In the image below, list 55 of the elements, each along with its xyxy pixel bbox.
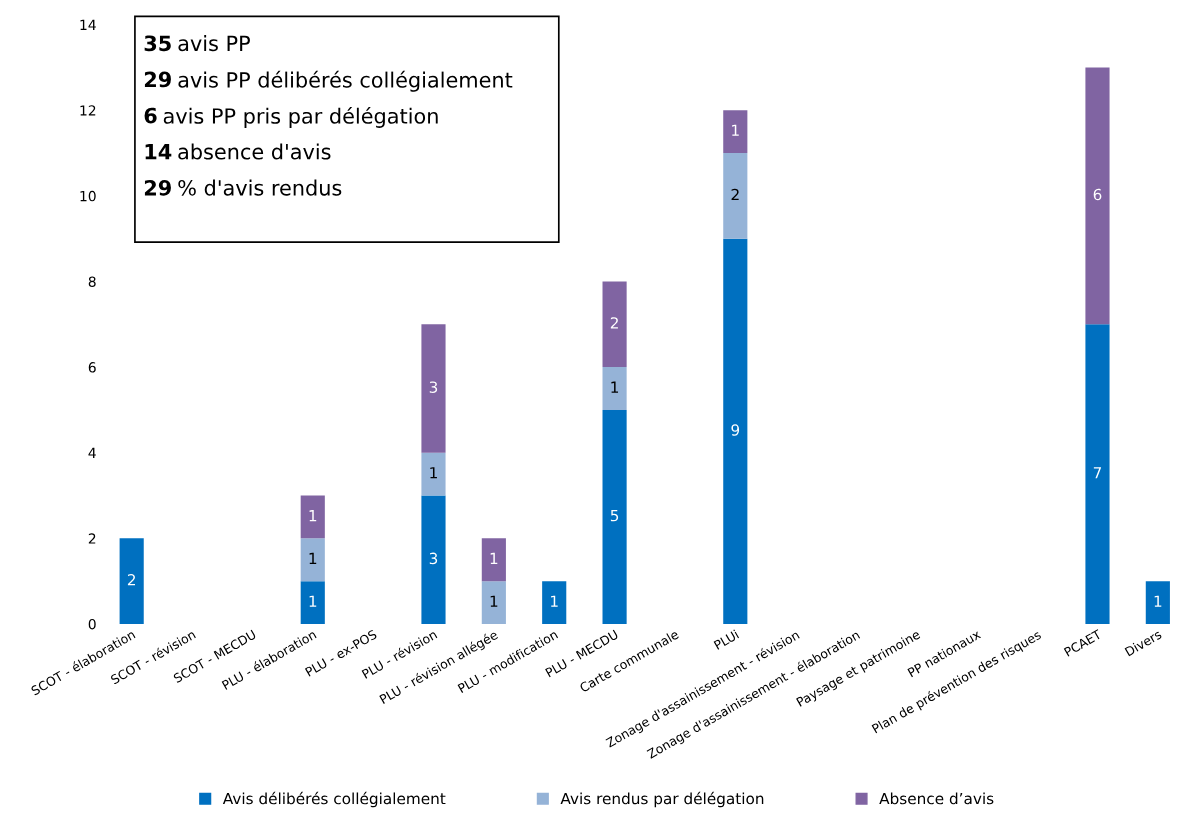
data-label: 3 (429, 381, 438, 393)
y-tick-label: 6 (88, 362, 96, 373)
y-tick-label: 12 (80, 105, 96, 116)
data-label: 1 (611, 381, 619, 393)
data-label: 3 (429, 552, 438, 565)
data-label: 1 (732, 124, 739, 136)
y-tick-label: 8 (88, 276, 96, 287)
bar (481, 581, 506, 624)
bar (602, 409, 627, 624)
bar (300, 581, 325, 624)
legend-label: Avis délibérés collégialement (222, 791, 446, 808)
bar (421, 495, 446, 624)
bar (723, 153, 748, 239)
bar (602, 281, 627, 368)
data-label: 2 (127, 574, 135, 586)
data-label: 1 (551, 595, 558, 607)
legend-label: Absence d’avis (879, 792, 994, 805)
data-label: 1 (309, 595, 317, 607)
y-tick-label: 4 (88, 447, 96, 458)
bar (542, 581, 567, 624)
bar (723, 110, 748, 154)
data-label: 1 (309, 552, 317, 564)
bar (421, 452, 446, 496)
bar (421, 324, 446, 453)
annotation: 29 % d'avis rendus (144, 179, 342, 196)
bar (1085, 324, 1110, 624)
y-tick-label: 10 (80, 190, 96, 202)
bar (1085, 67, 1110, 325)
bar (300, 495, 325, 539)
data-label: 1 (430, 467, 437, 479)
data-label: 7 (1093, 467, 1102, 479)
bar (481, 538, 506, 582)
bar (119, 538, 144, 624)
annotation: 35 avis PP (144, 35, 250, 52)
y-tick-label: 2 (88, 533, 96, 544)
bar (723, 238, 748, 624)
bar (300, 538, 325, 582)
bar (602, 367, 627, 410)
x-tick-label: PLUi (713, 629, 740, 650)
bar (1145, 581, 1170, 624)
data-label: 1 (1154, 595, 1162, 607)
data-label: 5 (610, 510, 619, 522)
data-label: 1 (309, 510, 317, 522)
data-label: 1 (490, 552, 498, 564)
annotation: 14 absence d'avis (145, 143, 331, 160)
legend-label: Avis rendus par délégation (560, 791, 764, 808)
data-label: 9 (731, 424, 740, 436)
y-tick-label: 14 (80, 19, 96, 30)
annotation: 29 avis PP délibérés collégialement (144, 70, 513, 92)
data-label: 2 (731, 188, 739, 201)
data-label: 6 (1093, 188, 1102, 201)
y-tick-label: 0 (88, 618, 96, 630)
annotation: 6 avis PP pris par délégation (144, 106, 438, 128)
data-label: 2 (610, 317, 618, 329)
data-label: 1 (490, 595, 498, 607)
